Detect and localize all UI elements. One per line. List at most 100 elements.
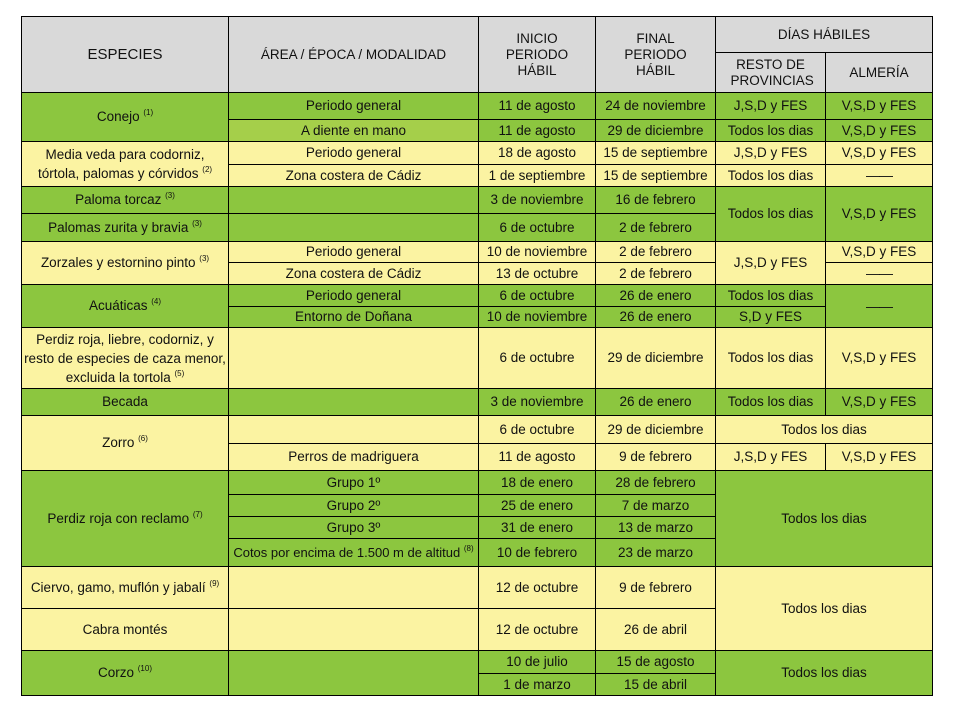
header-final: FINAL PERIODO HÁBIL — [595, 16, 716, 93]
almeria-cell: V,S,D y FES — [824, 327, 934, 389]
end-cell: 2 de febrero — [595, 262, 716, 285]
species-cell: Zorzales y estornino pinto (3) — [21, 241, 229, 285]
dias-cell: Todos los dias — [714, 415, 934, 444]
end-cell: 15 de septiembre — [595, 164, 716, 187]
end-cell: 2 de febrero — [595, 213, 716, 242]
end-cell: 28 de febrero — [595, 470, 716, 495]
start-cell: 10 de noviembre — [478, 306, 596, 328]
species-cell: Media veda para codorniz, tórtola, palom… — [21, 141, 229, 187]
start-cell: 11 de agosto — [478, 92, 596, 120]
end-cell: 9 de febrero — [595, 566, 716, 609]
area-cell: Grupo 3º — [228, 516, 479, 539]
dias-cell: Todos los dias — [714, 470, 934, 567]
almeria-cell: V,S,D y FES — [824, 119, 934, 142]
almeria-cell: V,S,D y FES — [824, 141, 934, 165]
end-cell: 26 de abril — [595, 608, 716, 651]
resto-cell: J,S,D y FES — [715, 92, 826, 120]
resto-cell: Todos los dias — [715, 119, 826, 142]
end-cell: 26 de enero — [595, 388, 716, 416]
header-especies: ESPECIES — [21, 16, 229, 93]
header-dias-habiles: DÍAS HÁBILES — [714, 16, 934, 53]
table-row: Becada 3 de noviembre 26 de enero Todos … — [21, 388, 934, 416]
table-row: Zorzales y estornino pinto (3) Periodo g… — [21, 241, 934, 285]
species-cell: Becada — [21, 388, 229, 416]
area-cell: Cotos por encima de 1.500 m de altitud (… — [228, 538, 479, 567]
resto-cell: Todos los dias — [715, 186, 826, 242]
header-area: ÁREA / ÉPOCA / MODALIDAD — [228, 16, 479, 93]
species-cell: Perdiz roja con reclamo (7) — [21, 470, 229, 567]
start-cell: 25 de enero — [478, 494, 596, 517]
area-cell — [228, 388, 479, 416]
table-row: Palomas zurita y bravia (3) 6 de octubre… — [21, 213, 933, 242]
species-cell: Palomas zurita y bravia (3) — [21, 213, 229, 242]
resto-cell: J,S,D y FES — [715, 241, 826, 285]
end-cell: 26 de enero — [595, 306, 716, 328]
almeria-cell: —— — [824, 284, 934, 328]
species-cell: Corzo (10) — [21, 650, 229, 696]
dias-cell: Todos los dias — [714, 650, 934, 696]
header-almeria: ALMERÍA — [824, 52, 934, 93]
resto-cell: Todos los dias — [715, 388, 826, 416]
header-inicio: INICIO PERIODO HÁBIL — [478, 16, 596, 93]
resto-cell: J,S,D y FES — [715, 141, 826, 165]
area-cell: Periodo general — [228, 92, 479, 120]
almeria-cell: —— — [824, 262, 934, 285]
end-cell: 26 de enero — [595, 284, 716, 307]
table-row: Media veda para codorniz, tórtola, palom… — [21, 141, 934, 187]
start-cell: 13 de octubre — [478, 262, 596, 285]
start-cell: 6 de octubre — [478, 213, 596, 242]
area-cell: Entorno de Doñana — [228, 306, 479, 328]
table-row: Ciervo, gamo, muflón y jabalí (9) 12 de … — [21, 566, 934, 651]
start-cell: 31 de enero — [478, 516, 596, 539]
area-cell — [228, 213, 479, 242]
area-cell: Periodo general — [228, 284, 479, 307]
table-row: Entorno de Doñana 10 de noviembre 26 de … — [22, 306, 933, 328]
table-row: Cotos por encima de 1.500 m de altitud (… — [22, 538, 933, 567]
table-row: Corzo (10) 10 de julio 15 de agosto Todo… — [21, 650, 934, 696]
area-cell: A diente en mano — [228, 119, 479, 142]
end-cell: 29 de diciembre — [595, 119, 716, 142]
species-cell: Conejo (1) — [21, 92, 229, 142]
species-cell: Cabra montés — [21, 608, 229, 651]
area-cell: Perros de madriguera — [228, 443, 479, 471]
end-cell: 29 de diciembre — [595, 327, 716, 389]
area-cell — [228, 327, 479, 389]
end-cell: 13 de marzo — [595, 516, 716, 539]
species-cell: Perdiz roja, liebre, codorniz, y resto d… — [21, 327, 229, 389]
table-row: A diente en mano 11 de agosto 29 de dici… — [22, 119, 934, 142]
area-cell — [228, 608, 479, 651]
species-cell: Paloma torcaz (3) — [21, 186, 229, 214]
table-row: Cabra montés 12 de octubre 26 de abril — [21, 608, 933, 651]
end-cell: 9 de febrero — [595, 443, 716, 471]
end-cell: 29 de diciembre — [595, 415, 716, 444]
dias-cell: Todos los dias — [714, 566, 934, 651]
species-cell: Ciervo, gamo, muflón y jabalí (9) — [21, 566, 229, 609]
table-row: Grupo 2º 25 de enero 7 de marzo — [22, 494, 933, 517]
species-cell: Zorro (6) — [21, 415, 229, 471]
start-cell: 11 de agosto — [478, 443, 596, 471]
area-cell — [228, 415, 479, 444]
area-cell: Grupo 1º — [228, 470, 479, 495]
start-cell: 11 de agosto — [478, 119, 596, 142]
start-cell: 18 de agosto — [478, 141, 596, 165]
resto-cell: Todos los dias — [715, 327, 826, 389]
resto-cell: J,S,D y FES — [715, 443, 826, 471]
table-row: Grupo 3º 31 de enero 13 de marzo — [22, 516, 933, 539]
resto-cell: S,D y FES — [715, 306, 826, 328]
species-cell: Acuáticas (4) — [21, 284, 229, 328]
area-cell: Periodo general — [228, 241, 479, 263]
end-cell: 16 de febrero — [595, 186, 716, 214]
end-cell: 15 de agosto — [595, 650, 716, 674]
almeria-cell: V,S,D y FES — [824, 443, 934, 471]
resto-cell: Todos los dias — [715, 164, 826, 187]
start-cell: 3 de noviembre — [478, 186, 596, 214]
almeria-cell: V,S,D y FES — [824, 92, 934, 120]
start-cell: 10 de julio — [478, 650, 596, 674]
end-cell: 7 de marzo — [595, 494, 716, 517]
area-cell — [228, 650, 479, 696]
start-cell: 12 de octubre — [478, 566, 596, 609]
table-row: Paloma torcaz (3) 3 de noviembre 16 de f… — [21, 186, 934, 242]
table-row: Zorro (6) 6 de octubre 29 de diciembre T… — [21, 415, 934, 471]
table-row: Perdiz roja con reclamo (7) Grupo 1º 18 … — [21, 470, 934, 567]
start-cell: 18 de enero — [478, 470, 596, 495]
